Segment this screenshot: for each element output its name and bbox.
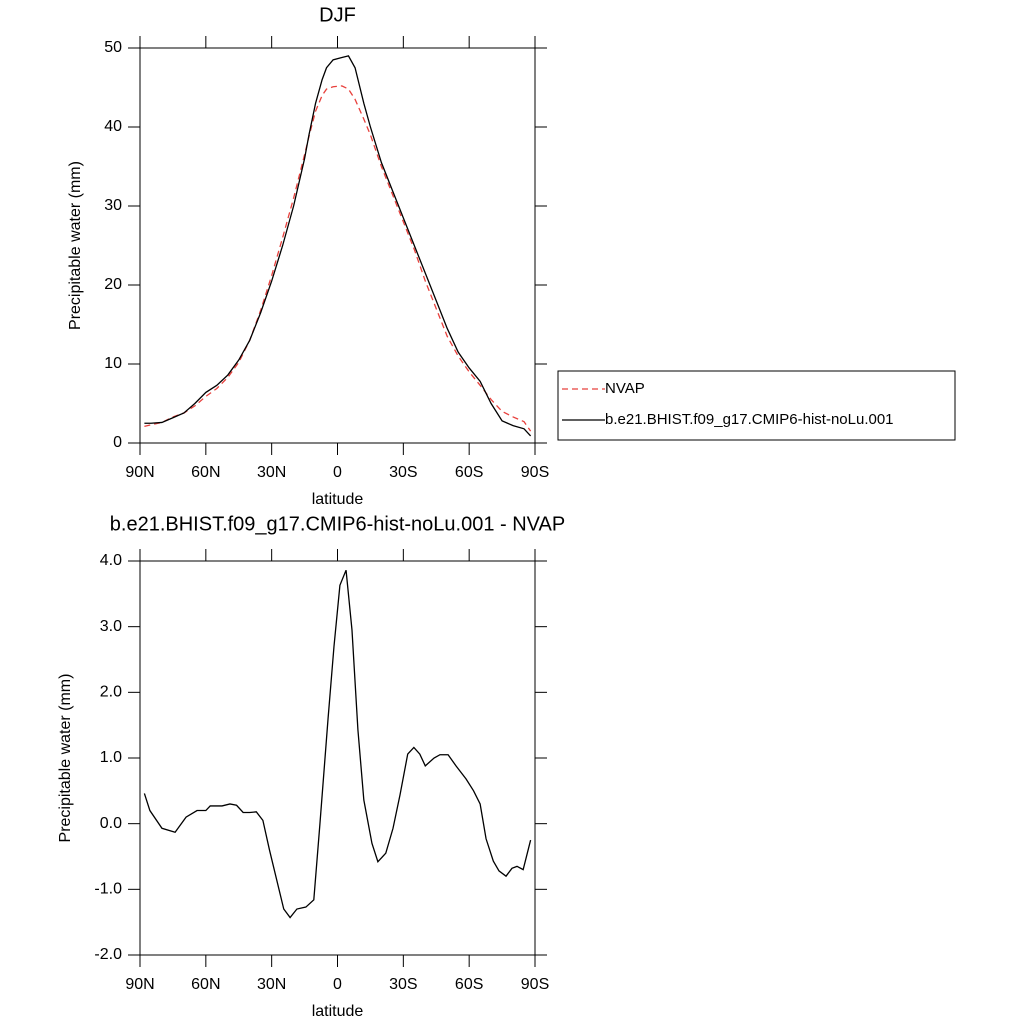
- x-tick-label: 90N: [125, 976, 154, 993]
- x-tick-label: 60S: [455, 976, 483, 993]
- data-line: [144, 85, 532, 432]
- x-tick-label: 60N: [191, 976, 220, 993]
- x-tick-label: 60S: [455, 464, 483, 481]
- x-tick-label: 30N: [257, 464, 286, 481]
- plot-frame: [139, 560, 536, 956]
- x-tick-label: 30S: [389, 464, 417, 481]
- chart-title: DJF: [319, 4, 356, 26]
- y-tick-label: 1.0: [100, 749, 122, 766]
- x-tick-label: 90S: [521, 976, 549, 993]
- x-tick-label: 30S: [389, 976, 417, 993]
- y-tick-label: 0.0: [100, 815, 122, 832]
- y-tick-label: 50: [104, 39, 122, 56]
- x-tick-label: 60N: [191, 464, 220, 481]
- y-tick-label: 30: [104, 197, 122, 214]
- y-tick-label: -2.0: [94, 946, 122, 963]
- chart-title: b.e21.BHIST.f09_g17.CMIP6-hist-noLu.001 …: [110, 513, 565, 535]
- data-line: [144, 55, 532, 437]
- y-tick-label: 2.0: [100, 684, 122, 701]
- data-line: [143, 569, 532, 919]
- y-tick-label: -1.0: [94, 881, 122, 898]
- legend-box: [557, 370, 956, 441]
- y-tick-label: 4.0: [100, 552, 122, 569]
- y-tick-label: 3.0: [100, 618, 122, 635]
- x-tick-label: 90S: [521, 464, 549, 481]
- y-tick-label: 0: [113, 434, 122, 451]
- plot-frame: [139, 47, 536, 444]
- x-axis-label: latitude: [312, 491, 364, 508]
- x-tick-label: 0: [333, 464, 342, 481]
- x-tick-label: 90N: [125, 464, 154, 481]
- x-axis-label: latitude: [312, 1003, 364, 1020]
- x-tick-label: 0: [333, 976, 342, 993]
- y-tick-label: 40: [104, 118, 122, 135]
- y-axis-label: Precipitable water (mm): [67, 161, 84, 330]
- legend-label: b.e21.BHIST.f09_g17.CMIP6-hist-noLu.001: [605, 411, 894, 428]
- y-tick-label: 20: [104, 276, 122, 293]
- legend-label: NVAP: [605, 380, 645, 397]
- x-tick-label: 30N: [257, 976, 286, 993]
- y-axis-label: Precipitable water (mm): [57, 674, 74, 843]
- y-tick-label: 10: [104, 355, 122, 372]
